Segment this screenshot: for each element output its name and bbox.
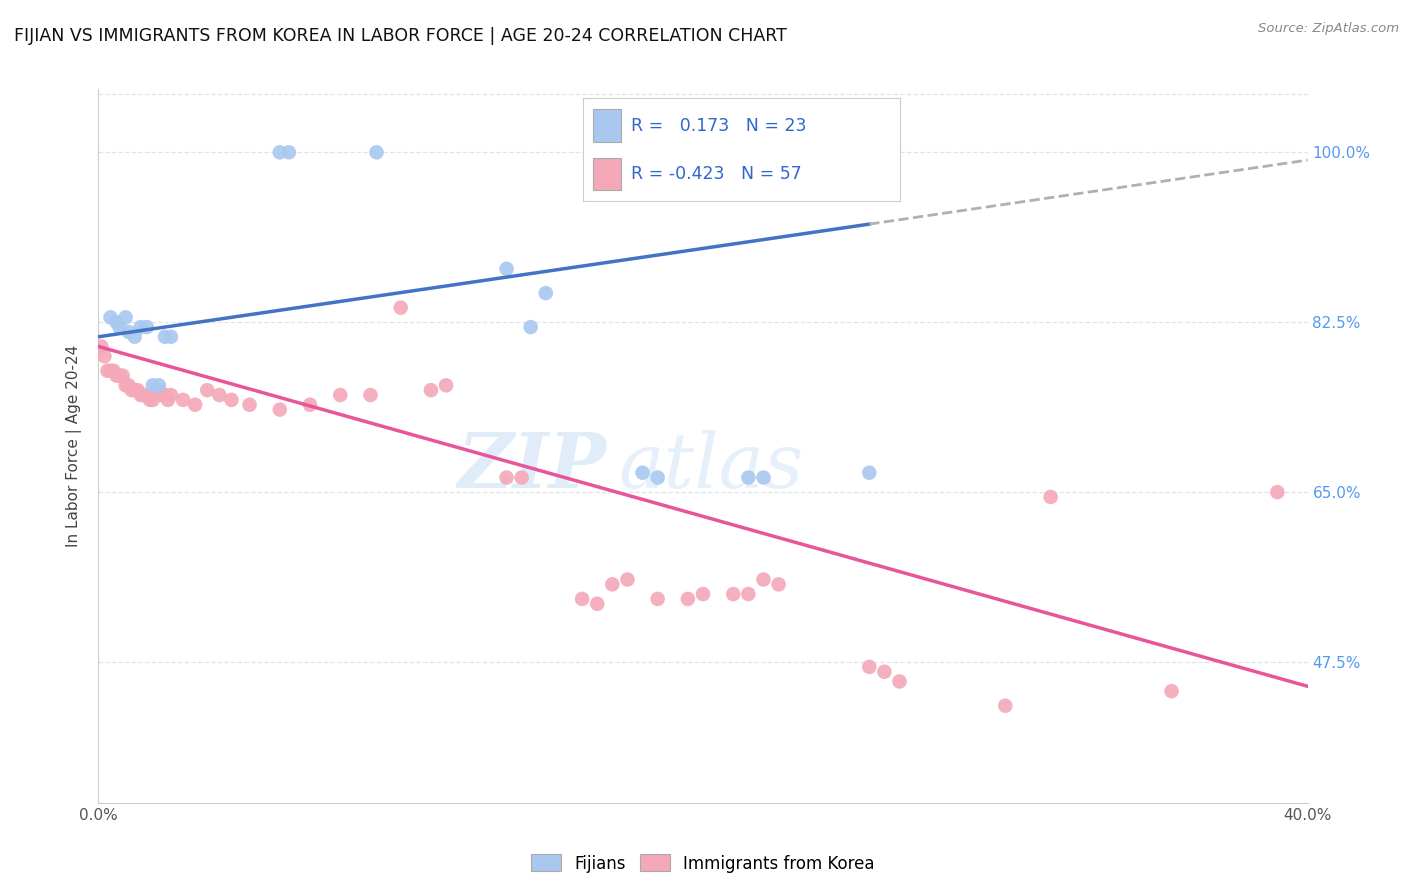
Point (129, 388, 152, 402)
Point (647, 591, 669, 606)
Text: ZIP: ZIP (457, 431, 606, 504)
Point (150, 388, 173, 402)
FancyBboxPatch shape (593, 158, 621, 190)
Point (135, 320, 157, 334)
Point (1267, 485, 1289, 500)
Point (889, 674, 911, 689)
Point (420, 383, 443, 397)
Point (269, 402, 291, 417)
Text: FIJIAN VS IMMIGRANTS FROM KOREA IN LABOR FORCE | AGE 20-24 CORRELATION CHART: FIJIAN VS IMMIGRANTS FROM KOREA IN LABOR… (14, 27, 787, 45)
Point (277, 145, 299, 160)
Point (631, 466, 654, 480)
Point (737, 587, 759, 601)
Point (142, 378, 165, 392)
Point (858, 660, 880, 674)
Point (118, 325, 141, 339)
Point (184, 398, 207, 412)
Point (221, 392, 243, 407)
Point (1039, 490, 1062, 504)
Point (100, 364, 122, 378)
FancyBboxPatch shape (593, 110, 621, 142)
Point (145, 383, 167, 397)
Point (172, 392, 194, 407)
Point (389, 301, 412, 315)
Point (132, 388, 155, 402)
Point (269, 145, 291, 160)
Point (114, 310, 136, 325)
Point (534, 286, 557, 301)
Point (108, 320, 131, 334)
Point (121, 383, 143, 397)
Text: R =   0.173   N = 23: R = 0.173 N = 23 (631, 117, 807, 135)
Text: atlas: atlas (619, 431, 804, 504)
Point (135, 388, 157, 402)
Point (148, 383, 170, 397)
Point (586, 597, 609, 611)
Point (571, 591, 593, 606)
Point (1160, 684, 1182, 698)
Point (752, 470, 775, 484)
Point (495, 261, 517, 276)
Point (111, 368, 134, 383)
Point (139, 392, 162, 407)
Legend: Fijians, Immigrants from Korea: Fijians, Immigrants from Korea (524, 847, 882, 880)
Point (114, 378, 136, 392)
Point (156, 392, 179, 407)
Point (105, 315, 128, 329)
Point (160, 330, 183, 344)
Point (873, 665, 896, 679)
Point (434, 378, 457, 392)
Point (100, 310, 122, 325)
Point (239, 398, 262, 412)
Point (124, 330, 146, 344)
Point (360, 388, 382, 402)
Point (93, 349, 115, 363)
Point (366, 145, 388, 160)
Point (329, 388, 352, 402)
Text: R = -0.423   N = 57: R = -0.423 N = 57 (631, 165, 801, 183)
Point (858, 466, 880, 480)
Point (148, 378, 170, 392)
Point (723, 587, 745, 601)
Point (676, 591, 699, 606)
Point (299, 398, 322, 412)
Point (118, 378, 141, 392)
Point (208, 388, 231, 402)
Point (519, 320, 541, 334)
Point (153, 330, 176, 344)
Point (90, 339, 112, 353)
Point (495, 470, 517, 484)
Point (124, 383, 146, 397)
Point (105, 368, 128, 383)
Text: Source: ZipAtlas.com: Source: ZipAtlas.com (1258, 22, 1399, 36)
Point (510, 470, 533, 484)
Point (768, 577, 790, 591)
Point (752, 573, 775, 587)
Point (142, 392, 165, 407)
Point (129, 320, 152, 334)
Point (96, 364, 118, 378)
Point (127, 383, 149, 397)
Point (103, 364, 125, 378)
Y-axis label: In Labor Force | Age 20-24: In Labor Force | Age 20-24 (66, 345, 83, 547)
Point (616, 573, 638, 587)
Point (195, 383, 218, 397)
Point (737, 470, 759, 484)
Point (647, 470, 669, 484)
Point (994, 698, 1017, 713)
Point (602, 577, 624, 591)
Point (153, 388, 176, 402)
Point (160, 388, 183, 402)
Point (692, 587, 714, 601)
Point (108, 368, 131, 383)
